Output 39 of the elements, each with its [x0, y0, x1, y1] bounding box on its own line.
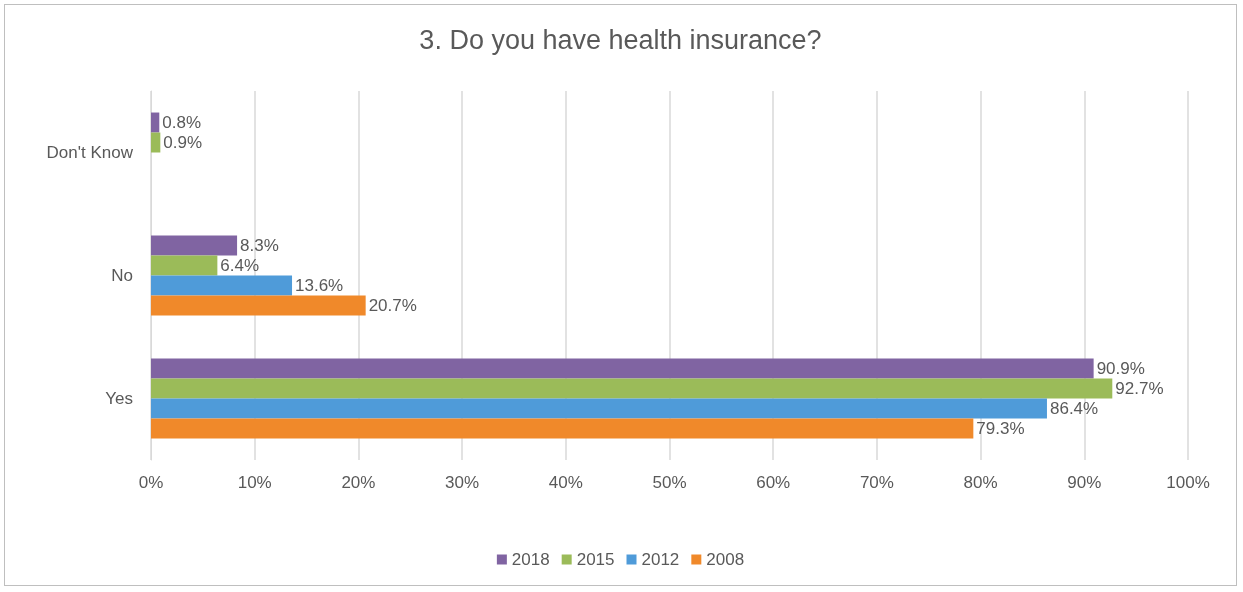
- x-tick-label: 20%: [341, 473, 376, 492]
- data-label: 86.4%: [1049, 398, 1099, 418]
- bar: [151, 378, 1113, 399]
- x-tick-label: 90%: [1067, 473, 1102, 492]
- x-tick-label: 40%: [548, 473, 583, 492]
- data-label: 92.7%: [1115, 379, 1164, 399]
- bar: [151, 132, 161, 153]
- bar: [151, 235, 238, 256]
- y-tick-label: Yes: [105, 389, 133, 408]
- data-label: 8.3%: [240, 236, 279, 256]
- x-tick-label: 10%: [237, 473, 272, 492]
- x-tick-label: 80%: [963, 473, 998, 492]
- y-tick-label: Don't Know: [46, 143, 134, 162]
- bar: [151, 418, 974, 439]
- x-tick-label: 50%: [652, 473, 687, 492]
- legend-label: 2008: [706, 550, 745, 569]
- bar: [151, 398, 1047, 419]
- y-tick-label: No: [111, 266, 133, 285]
- x-tick-label: 30%: [445, 473, 480, 492]
- x-tick-label: 70%: [859, 473, 894, 492]
- chart-title: 3. Do you have health insurance?: [419, 24, 822, 55]
- data-label: 79.3%: [976, 418, 1025, 438]
- bar: [151, 358, 1094, 379]
- bar: [151, 255, 218, 276]
- data-label: 6.4%: [220, 256, 260, 276]
- data-label: 90.9%: [1096, 359, 1145, 379]
- bar: [151, 112, 160, 133]
- legend-label: 2012: [641, 550, 680, 569]
- x-tick-label: 60%: [756, 473, 791, 492]
- legend-label: 2015: [576, 550, 615, 569]
- data-label: 0.8%: [162, 113, 202, 133]
- legend-label: 2018: [511, 550, 550, 569]
- data-label: 20.7%: [368, 295, 417, 315]
- x-tick-label: 100%: [1166, 473, 1210, 492]
- bar: [151, 275, 293, 296]
- data-label: 0.9%: [163, 133, 203, 153]
- bar: [151, 295, 366, 316]
- data-label: 13.6%: [295, 275, 344, 295]
- x-tick-label: 0%: [138, 473, 164, 492]
